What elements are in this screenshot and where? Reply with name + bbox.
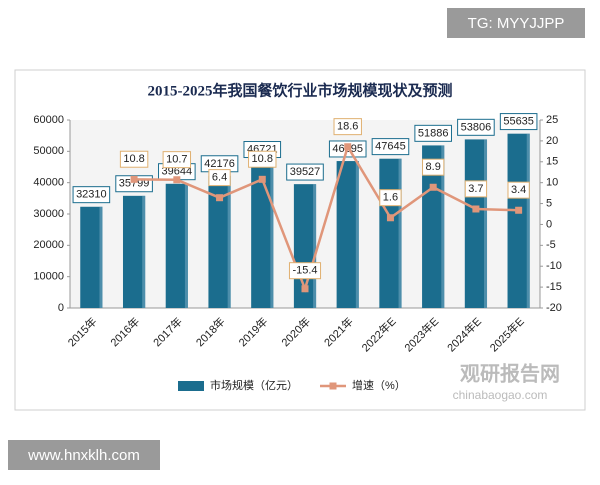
- line-marker: [386, 214, 394, 222]
- y-tick-label: 30000: [33, 208, 64, 220]
- line-marker: [515, 206, 523, 214]
- legend-label: 市场规模（亿元）: [210, 378, 298, 392]
- y2-tick-label: 5: [546, 197, 552, 209]
- bar: [122, 195, 146, 308]
- legend-swatch-marker: [329, 382, 337, 390]
- line-value-label-box: [288, 262, 322, 280]
- line-marker: [173, 176, 181, 184]
- site-text: www.hnxklh.com: [27, 447, 140, 464]
- line-marker: [216, 194, 224, 202]
- line-value-label: 1.6: [383, 192, 398, 204]
- line-marker: [130, 175, 138, 183]
- line-value-label: 10.8: [252, 153, 273, 165]
- brand: 观研报告网: [460, 361, 560, 385]
- bar-value-label: 35799: [119, 178, 150, 190]
- legend-label: 增速（%）: [352, 378, 406, 392]
- brand-url: chinabaogao.com: [453, 388, 548, 402]
- line-value-label: 3.7: [468, 183, 483, 195]
- y2-tick-label: 0: [546, 218, 552, 230]
- line-value-label-box: [208, 169, 231, 187]
- y2-tick-label: -10: [546, 260, 562, 272]
- y2-tick-label: 10: [546, 177, 558, 189]
- bar-highlight: [441, 145, 445, 308]
- line-value-label-box: [248, 150, 277, 168]
- bar-highlight: [227, 175, 231, 308]
- line-value-label-box: [333, 118, 362, 136]
- bar-value-label-box: [72, 186, 111, 204]
- y2-tick-label: -5: [546, 239, 556, 251]
- line-value-label-box: [119, 150, 149, 168]
- bar-value-label: 32310: [76, 189, 107, 201]
- y-tick-label: 20000: [33, 239, 64, 251]
- bar-value-label: 39644: [162, 166, 193, 178]
- line-marker: [472, 205, 480, 213]
- bar-highlight: [313, 184, 317, 308]
- legend-swatch: [178, 381, 204, 391]
- bar-value-label: 47645: [375, 141, 406, 153]
- line-value-label: 10.7: [166, 154, 187, 166]
- line-value-label-box: [507, 181, 530, 199]
- bar-value-label: 51886: [418, 127, 449, 139]
- line-value-label: 8.9: [426, 161, 441, 173]
- bar-value-label-box: [414, 124, 452, 142]
- line-marker: [258, 175, 266, 183]
- bar: [379, 158, 402, 308]
- line: [134, 143, 519, 293]
- bar: [507, 133, 530, 308]
- line-marker: [301, 285, 309, 293]
- y-tick-label: 60000: [33, 114, 64, 126]
- tag-text: TG: MYYJJPP: [468, 15, 565, 32]
- y-tick-label: 10000: [33, 271, 64, 283]
- line-value-label-box: [464, 180, 488, 198]
- y-tick-label: 40000: [33, 177, 64, 189]
- line-value-label: 10.8: [123, 153, 144, 165]
- bar-value-label-box: [499, 113, 538, 131]
- y2-tick-label: 25: [546, 114, 558, 126]
- bar-value-label-box: [457, 118, 495, 136]
- bar: [336, 161, 359, 308]
- line-value-label-box: [162, 151, 192, 169]
- bar-highlight: [99, 206, 103, 308]
- bar-highlight: [270, 161, 274, 308]
- line-value-label: 3.4: [511, 184, 526, 196]
- bar: [251, 161, 274, 308]
- line-value-label: -15.4: [292, 265, 317, 277]
- line-value-label: 18.6: [337, 121, 358, 133]
- y2-tick-label: 15: [546, 156, 558, 168]
- line-value-label-box: [379, 189, 402, 207]
- bar: [165, 183, 188, 308]
- bar-value-label: 53806: [461, 121, 492, 133]
- bar: [80, 206, 103, 308]
- y-tick-label: 50000: [33, 145, 64, 157]
- site-box: [8, 440, 160, 470]
- bar: [464, 139, 488, 308]
- tag-box: [447, 8, 585, 38]
- bar-value-label: 55635: [503, 116, 534, 128]
- y2-tick-label: -20: [546, 302, 562, 314]
- bar-highlight: [355, 161, 359, 308]
- chart-title: 2015-2025年我国餐饮行业市场规模现状及预测: [148, 81, 453, 99]
- line-value-label-box: [422, 158, 445, 176]
- bar-highlight: [398, 158, 402, 308]
- bar-value-label-box: [286, 163, 324, 181]
- bar-value-label-box: [371, 138, 410, 156]
- bar-highlight: [484, 139, 488, 308]
- bar-highlight: [184, 183, 188, 308]
- bar-highlight: [142, 195, 146, 308]
- y2-tick-label: 20: [546, 135, 558, 147]
- y2-tick-label: -15: [546, 281, 562, 293]
- line-marker: [344, 143, 352, 151]
- bar: [422, 145, 445, 308]
- line-value-label: 6.4: [212, 172, 227, 184]
- bar-value-label: 39527: [290, 166, 321, 178]
- y-tick-label: 0: [58, 302, 64, 314]
- bar: [208, 175, 231, 308]
- bar-highlight: [526, 133, 530, 308]
- bar-value-label: 42176: [204, 158, 235, 170]
- line-marker: [429, 183, 437, 191]
